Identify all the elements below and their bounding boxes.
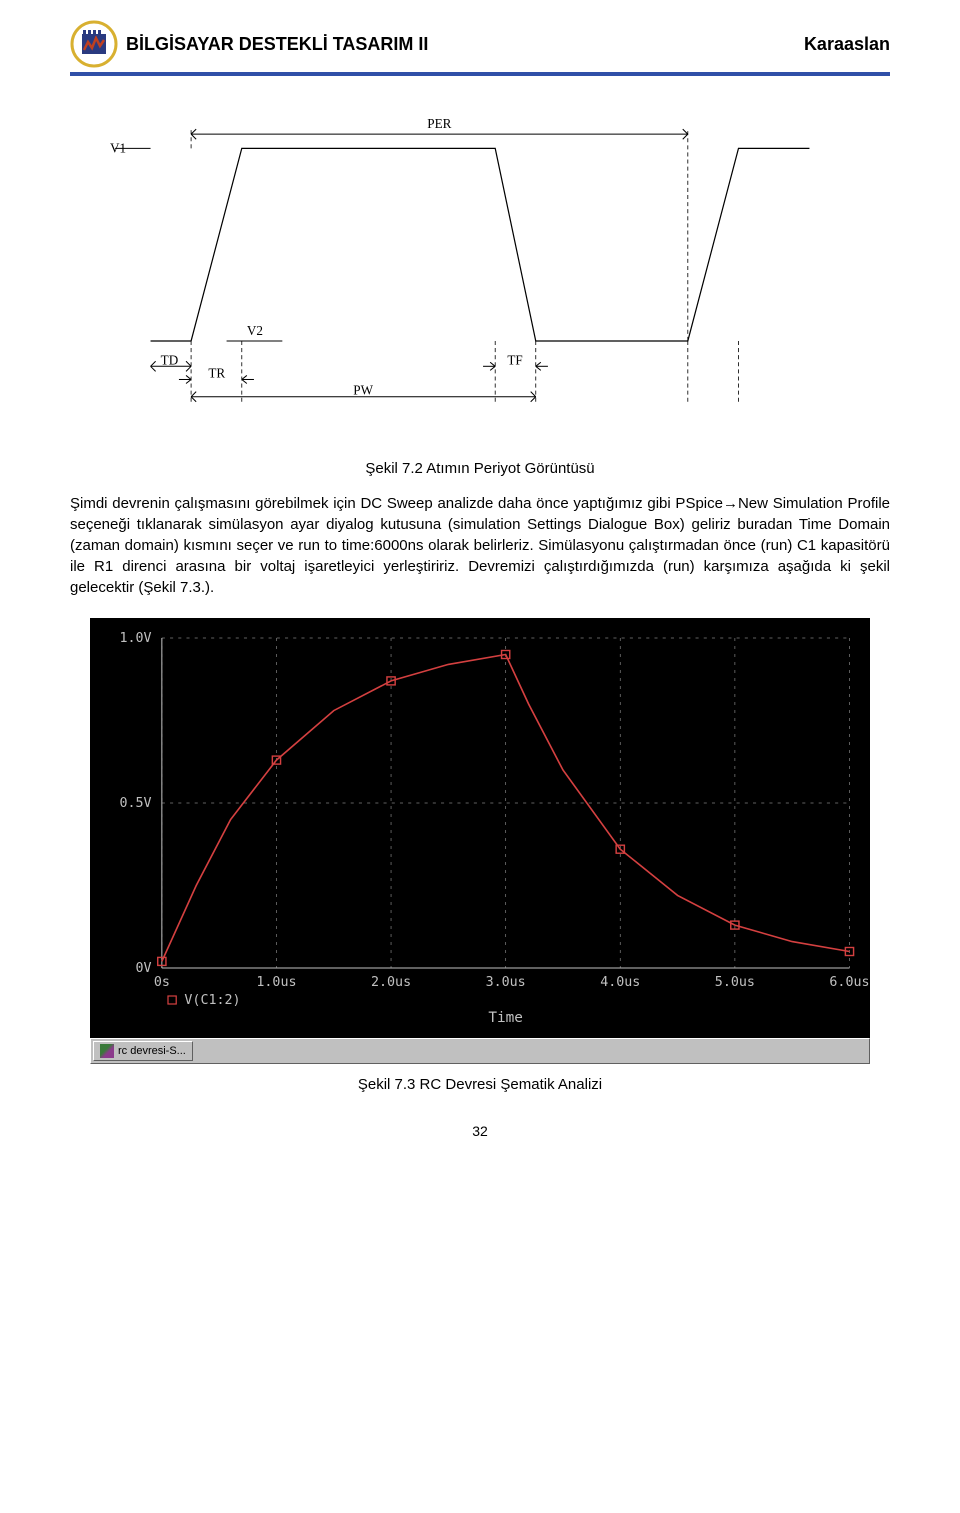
svg-text:PER: PER bbox=[427, 116, 451, 131]
scope-plot-area: 1.0V 0.5V 0V0s 1.0us 2.0us 3.0us 4.0us 5.0us 6.0… bbox=[90, 618, 870, 1038]
svg-text:0V: 0V bbox=[136, 961, 152, 976]
svg-text:TR: TR bbox=[208, 365, 225, 380]
svg-text:TF: TF bbox=[507, 352, 522, 367]
figure-7-3-caption: Şekil 7.3 RC Devresi Şematik Analizi bbox=[70, 1076, 890, 1093]
svg-text:2.0us: 2.0us bbox=[371, 975, 411, 990]
page-number: 32 bbox=[70, 1123, 890, 1139]
taskbar-button-label: rc devresi-S... bbox=[118, 1045, 186, 1057]
svg-text:Time: Time bbox=[488, 1010, 523, 1026]
waveform-svg: V1 V2 PER TD TR TF PW bbox=[110, 100, 850, 440]
svg-text:V2: V2 bbox=[247, 323, 263, 338]
windows-taskbar: rc devresi-S... bbox=[90, 1038, 870, 1064]
svg-text:0s: 0s bbox=[154, 975, 170, 990]
pspice-app-icon bbox=[100, 1044, 114, 1058]
svg-text:V1: V1 bbox=[110, 140, 126, 155]
svg-text:PW: PW bbox=[353, 383, 373, 398]
svg-text:4.0us: 4.0us bbox=[600, 975, 640, 990]
document-page: BİLGİSAYAR DESTEKLİ TASARIM II Karaaslan… bbox=[0, 0, 960, 1179]
course-title: BİLGİSAYAR DESTEKLİ TASARIM II bbox=[126, 34, 428, 55]
svg-text:1.0V: 1.0V bbox=[119, 631, 151, 646]
svg-text:1.0us: 1.0us bbox=[256, 975, 296, 990]
header-left: BİLGİSAYAR DESTEKLİ TASARIM II bbox=[70, 20, 428, 68]
pulse-waveform-diagram: V1 V2 PER TD TR TF PW bbox=[110, 100, 850, 440]
svg-text:3.0us: 3.0us bbox=[486, 975, 526, 990]
scope-svg: 1.0V 0.5V 0V0s 1.0us 2.0us 3.0us 4.0us 5.0us 6.0… bbox=[90, 618, 870, 1038]
figure-7-2-caption: Şekil 7.2 Atımın Periyot Görüntüsü bbox=[70, 460, 890, 477]
svg-text:V(C1:2): V(C1:2) bbox=[184, 993, 240, 1008]
author-name: Karaaslan bbox=[804, 34, 890, 55]
svg-text:6.0us: 6.0us bbox=[829, 975, 869, 990]
page-header: BİLGİSAYAR DESTEKLİ TASARIM II Karaaslan bbox=[70, 20, 890, 68]
oscilloscope-screenshot: 1.0V 0.5V 0V0s 1.0us 2.0us 3.0us 4.0us 5.0us 6.0… bbox=[90, 618, 870, 1064]
university-logo-icon bbox=[70, 20, 118, 68]
taskbar-button[interactable]: rc devresi-S... bbox=[93, 1041, 193, 1061]
svg-text:5.0us: 5.0us bbox=[715, 975, 755, 990]
instruction-paragraph: Şimdi devrenin çalışmasını görebilmek iç… bbox=[70, 493, 890, 598]
svg-text:TD: TD bbox=[161, 352, 179, 367]
header-divider bbox=[70, 72, 890, 76]
svg-text:0.5V: 0.5V bbox=[119, 796, 151, 811]
